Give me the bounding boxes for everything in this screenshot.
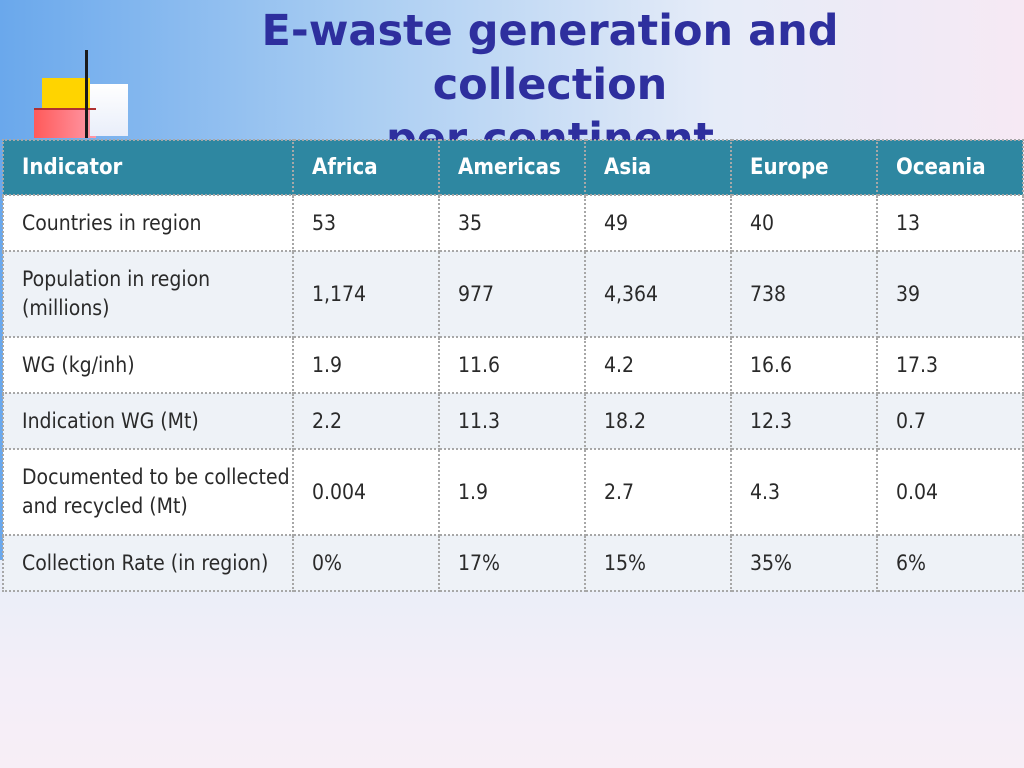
table-cell: 12.3 [730,392,878,450]
header-cell-asia: Asia [584,139,732,196]
table-cell: 16.6 [730,336,878,394]
table-cell: 40 [730,194,878,252]
table-cell: 18.2 [584,392,732,450]
table-cell: 1,174 [292,250,440,338]
yellow-square-shape [42,78,90,112]
table-cell: 977 [438,250,586,338]
table-row: Documented to be collected and recycled … [2,448,1024,536]
row-label-cell: Countries in region [2,194,294,252]
table-row: WG (kg/inh) 1.9 11.6 4.2 16.6 17.3 [2,336,1024,394]
header-cell-americas: Americas [438,139,586,196]
row-label-cell: Indication WG (Mt) [2,392,294,450]
row-label-cell: Documented to be collected and recycled … [2,448,294,536]
horizontal-line-shape [34,108,96,110]
table-cell: 0% [292,534,440,592]
table-cell: 0.7 [876,392,1024,450]
header-cell-oceania: Oceania [876,139,1024,196]
background-lower [0,560,1024,768]
table-cell: 0.04 [876,448,1024,536]
table-cell: 2.2 [292,392,440,450]
table-row: Indication WG (Mt) 2.2 11.3 18.2 12.3 0.… [2,392,1024,450]
row-label-cell: Population in region (millions) [2,250,294,338]
table-cell: 0.004 [292,448,440,536]
table-cell: 53 [292,194,440,252]
slide-title-line-1: E-waste generation and collection [261,6,839,110]
table-cell: 1.9 [292,336,440,394]
row-label-cell: Collection Rate (in region) [2,534,294,592]
header-cell-africa: Africa [292,139,440,196]
table-cell: 6% [876,534,1024,592]
table-cell: 17.3 [876,336,1024,394]
table-cell: 738 [730,250,878,338]
header-cell-indicator: Indicator [2,139,294,196]
table-cell: 15% [584,534,732,592]
table-cell: 49 [584,194,732,252]
table-cell: 4.2 [584,336,732,394]
table-cell: 35 [438,194,586,252]
table-row: Population in region (millions) 1,174 97… [2,250,1024,338]
header-cell-europe: Europe [730,139,878,196]
white-rectangle-shape [90,84,128,136]
table-cell: 35% [730,534,878,592]
table-cell: 11.3 [438,392,586,450]
table-cell: 2.7 [584,448,732,536]
table-row: Collection Rate (in region) 0% 17% 15% 3… [2,534,1024,592]
table-cell: 17% [438,534,586,592]
table-cell: 1.9 [438,448,586,536]
table-row: Countries in region 53 35 49 40 13 [2,194,1024,252]
table-cell: 39 [876,250,1024,338]
ewaste-table-container: Indicator Africa Americas Asia Europe Oc… [2,139,1024,592]
ewaste-table: Indicator Africa Americas Asia Europe Oc… [2,139,1024,592]
vertical-line-shape [85,50,88,138]
table-header-row: Indicator Africa Americas Asia Europe Oc… [2,139,1024,196]
row-label-cell: WG (kg/inh) [2,336,294,394]
table-cell: 4.3 [730,448,878,536]
table-cell: 13 [876,194,1024,252]
table-cell: 4,364 [584,250,732,338]
table-cell: 11.6 [438,336,586,394]
decorative-blocks-graphic [0,0,140,140]
